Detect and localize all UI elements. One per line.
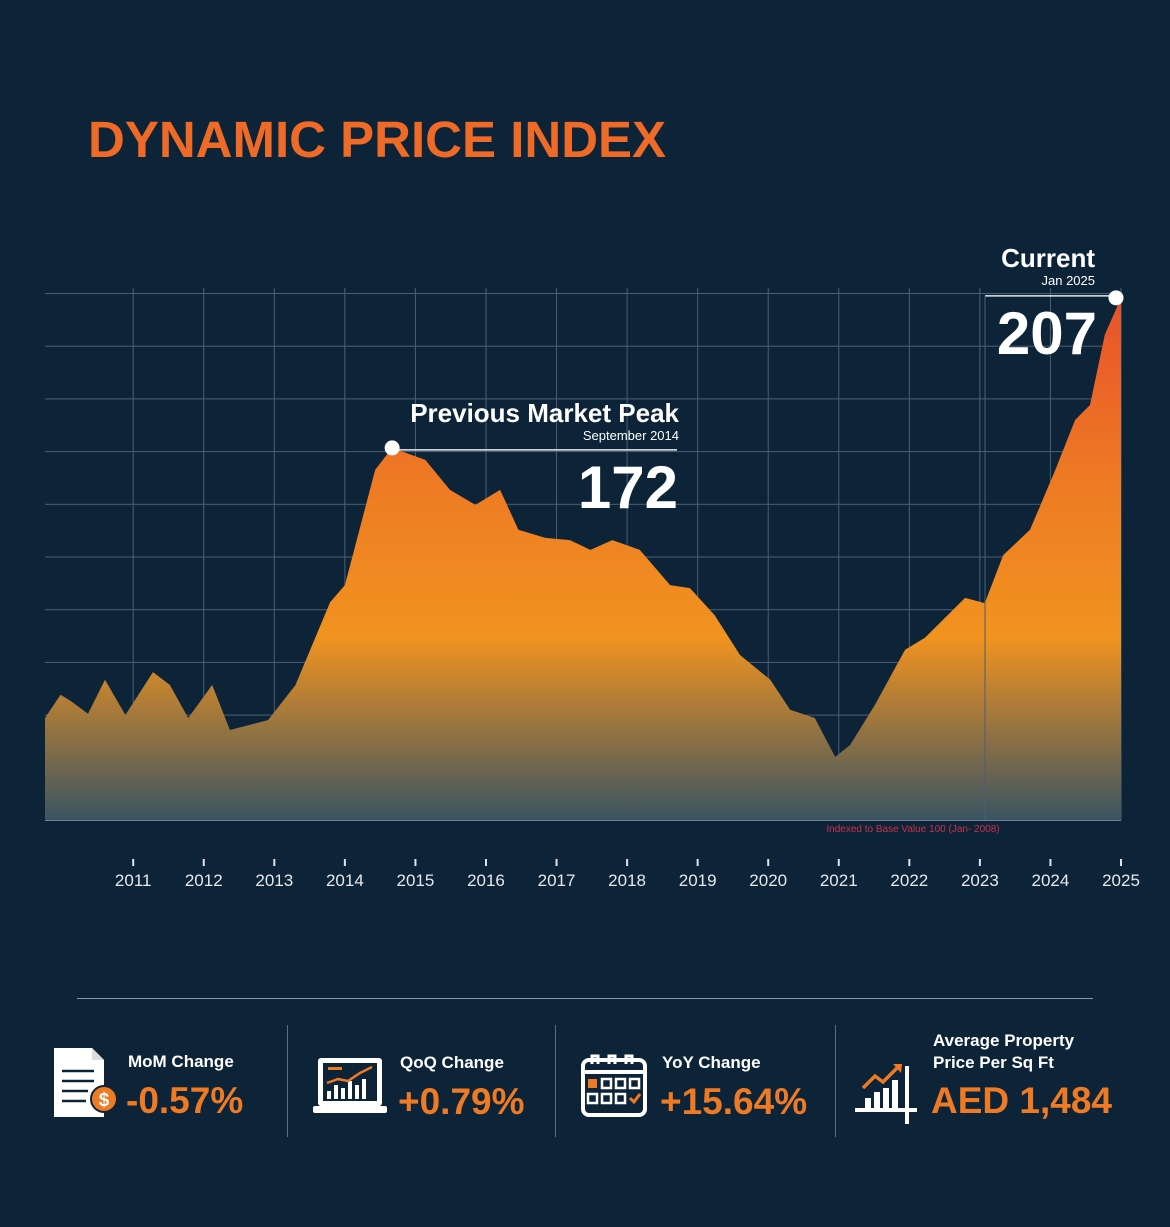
- chart-title: DYNAMIC PRICE INDEX: [88, 111, 666, 168]
- x-tick-label: 2023: [961, 871, 999, 890]
- svg-text:$: $: [99, 1090, 110, 1111]
- stat-price: Average Property Price Per Sq Ft AED 1,4…: [853, 1030, 1163, 1140]
- x-tick-label: 2015: [397, 871, 435, 890]
- x-tick-label: 2012: [185, 871, 223, 890]
- chart: DYNAMIC PRICE INDEX 2011 2012 2013 2014 2015…: [45, 111, 1140, 890]
- x-tick-label: 2020: [749, 871, 787, 890]
- x-tick-label: 2011: [115, 871, 152, 890]
- stat-label: Average Property Price Per Sq Ft: [933, 1031, 1075, 1072]
- separator: [287, 1025, 288, 1137]
- x-tick-label: 2013: [255, 871, 293, 890]
- stat-value: AED 1,484: [931, 1080, 1112, 1121]
- area: [45, 297, 1121, 820]
- x-tick-label: 2014: [326, 871, 364, 890]
- current-marker: [1108, 290, 1124, 306]
- separator: [835, 1025, 836, 1137]
- stat-label: QoQ Change: [400, 1053, 504, 1072]
- x-tick-label: 2019: [679, 871, 717, 890]
- annotation-value: 207: [997, 300, 1097, 367]
- icon-laptop: [313, 1058, 387, 1113]
- separator: [555, 1025, 556, 1137]
- x-tick-label: 2021: [820, 871, 858, 890]
- stat-value: +0.79%: [398, 1081, 525, 1122]
- stat-value: -0.57%: [126, 1080, 244, 1121]
- icon-calendar: [581, 1054, 647, 1117]
- annotation-label: Previous Market Peak: [410, 398, 679, 428]
- x-tick-label: 2017: [538, 871, 576, 890]
- x-tick-label: 2024: [1032, 871, 1070, 890]
- annotation-value: 172: [578, 454, 678, 521]
- stat-qoq: QoQ Change +0.79%: [312, 1030, 552, 1140]
- x-tick-label: 2016: [467, 871, 505, 890]
- x-tick-label: 2025: [1102, 871, 1140, 890]
- annotation-date: September 2014: [583, 428, 679, 443]
- icon-document: $: [54, 1048, 118, 1117]
- stat-label: YoY Change: [662, 1053, 761, 1072]
- stat-yoy: YoY Change +15.64%: [580, 1030, 830, 1140]
- stat-label: MoM Change: [128, 1052, 234, 1071]
- icon-bar-chart: [855, 1064, 917, 1124]
- stat-mom: $ MoM Change -0.57%: [50, 1030, 280, 1140]
- annotation-label: Current: [1001, 243, 1095, 273]
- x-tick-label: 2018: [608, 871, 646, 890]
- peak-marker: [384, 440, 400, 456]
- chart-note: Indexed to Base Value 100 (Jan- 2008): [826, 824, 999, 835]
- divider: [77, 998, 1093, 999]
- annotation-date: Jan 2025: [1042, 273, 1096, 288]
- stat-value: +15.64%: [660, 1081, 808, 1122]
- x-tick-label: 2022: [890, 871, 928, 890]
- plot: [45, 297, 1121, 820]
